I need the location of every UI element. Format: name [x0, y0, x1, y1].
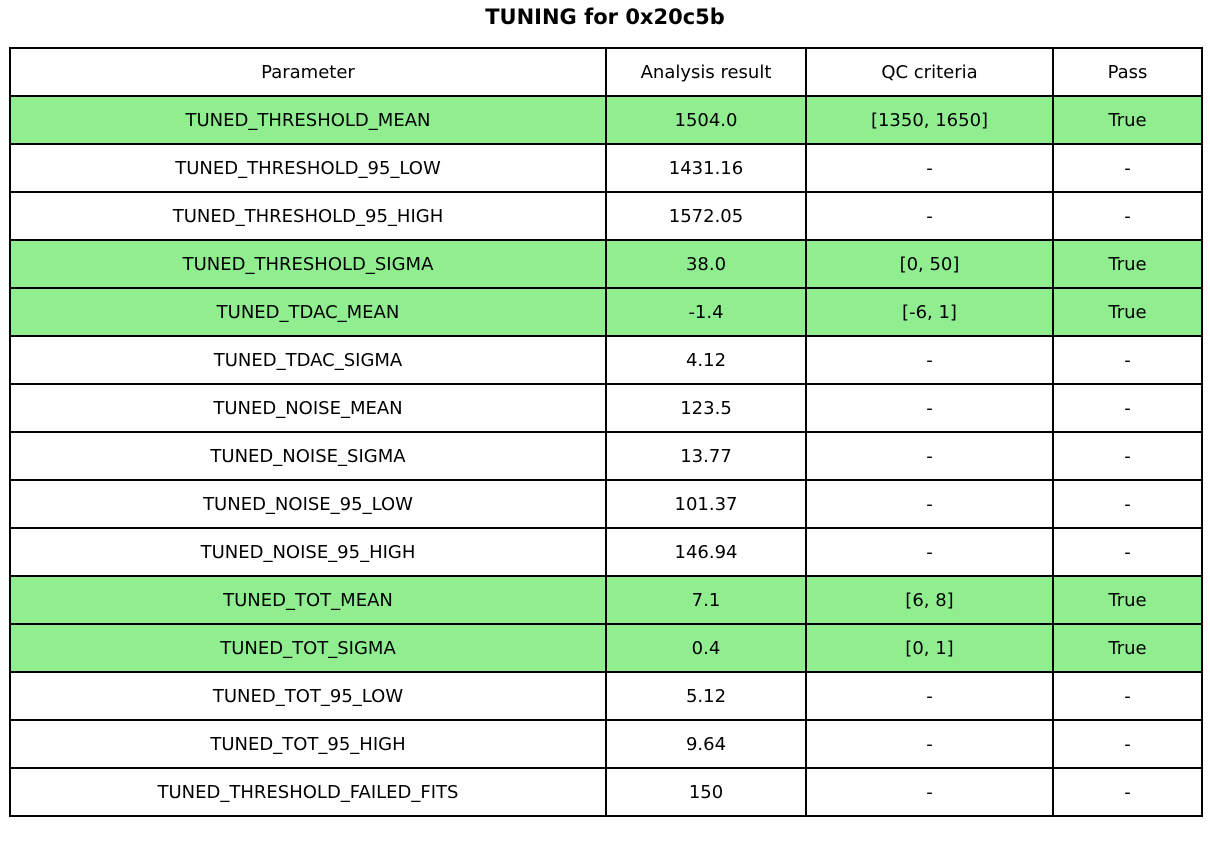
table-row: TUNED_NOISE_SIGMA 13.77 - - — [9, 431, 1203, 481]
column-header-analysis-result: Analysis result — [605, 47, 807, 97]
pass-cell: True — [1052, 239, 1203, 289]
table-row: TUNED_THRESHOLD_95_HIGH 1572.05 - - — [9, 191, 1203, 241]
analysis-result-cell: 38.0 — [605, 239, 807, 289]
parameter-cell: TUNED_TDAC_SIGMA — [9, 335, 607, 385]
qc-criteria-cell: [-6, 1] — [805, 287, 1054, 337]
table-header: Parameter Analysis result QC criteria Pa… — [9, 47, 1203, 97]
pass-cell: True — [1052, 575, 1203, 625]
qc-criteria-cell: - — [805, 671, 1054, 721]
parameter-cell: TUNED_TOT_95_HIGH — [9, 719, 607, 769]
table-header-row: Parameter Analysis result QC criteria Pa… — [9, 47, 1203, 97]
parameter-cell: TUNED_THRESHOLD_FAILED_FITS — [9, 767, 607, 817]
analysis-result-cell: 5.12 — [605, 671, 807, 721]
parameter-cell: TUNED_TDAC_MEAN — [9, 287, 607, 337]
table-row: TUNED_NOISE_95_HIGH 146.94 - - — [9, 527, 1203, 577]
table-row: TUNED_TDAC_SIGMA 4.12 - - — [9, 335, 1203, 385]
qc-criteria-cell: - — [805, 527, 1054, 577]
pass-cell: - — [1052, 671, 1203, 721]
pass-cell: - — [1052, 527, 1203, 577]
qc-criteria-cell: - — [805, 767, 1054, 817]
qc-criteria-cell: - — [805, 191, 1054, 241]
table-row: TUNED_TOT_95_LOW 5.12 - - — [9, 671, 1203, 721]
table-row: TUNED_THRESHOLD_FAILED_FITS 150 - - — [9, 767, 1203, 817]
table-row: TUNED_NOISE_MEAN 123.5 - - — [9, 383, 1203, 433]
parameter-cell: TUNED_THRESHOLD_95_HIGH — [9, 191, 607, 241]
parameter-cell: TUNED_NOISE_SIGMA — [9, 431, 607, 481]
pass-cell: True — [1052, 95, 1203, 145]
analysis-result-cell: 150 — [605, 767, 807, 817]
analysis-result-cell: 9.64 — [605, 719, 807, 769]
pass-cell: True — [1052, 623, 1203, 673]
qc-criteria-cell: - — [805, 479, 1054, 529]
table-row: TUNED_NOISE_95_LOW 101.37 - - — [9, 479, 1203, 529]
qc-criteria-cell: - — [805, 719, 1054, 769]
pass-cell: - — [1052, 335, 1203, 385]
qc-criteria-cell: - — [805, 383, 1054, 433]
qc-criteria-cell: [1350, 1650] — [805, 95, 1054, 145]
pass-cell: - — [1052, 191, 1203, 241]
table-row: TUNED_TOT_MEAN 7.1 [6, 8] True — [9, 575, 1203, 625]
analysis-result-cell: -1.4 — [605, 287, 807, 337]
qc-criteria-cell: - — [805, 143, 1054, 193]
parameter-cell: TUNED_NOISE_95_LOW — [9, 479, 607, 529]
qc-criteria-cell: - — [805, 431, 1054, 481]
parameter-cell: TUNED_THRESHOLD_SIGMA — [9, 239, 607, 289]
qc-results-table: Parameter Analysis result QC criteria Pa… — [9, 47, 1203, 817]
table-row: TUNED_TOT_SIGMA 0.4 [0, 1] True — [9, 623, 1203, 673]
column-header-qc-criteria: QC criteria — [805, 47, 1054, 97]
parameter-cell: TUNED_TOT_MEAN — [9, 575, 607, 625]
parameter-cell: TUNED_TOT_SIGMA — [9, 623, 607, 673]
analysis-result-cell: 7.1 — [605, 575, 807, 625]
parameter-cell: TUNED_THRESHOLD_MEAN — [9, 95, 607, 145]
qc-criteria-cell: [6, 8] — [805, 575, 1054, 625]
parameter-cell: TUNED_THRESHOLD_95_LOW — [9, 143, 607, 193]
table-row: TUNED_THRESHOLD_MEAN 1504.0 [1350, 1650]… — [9, 95, 1203, 145]
pass-cell: - — [1052, 719, 1203, 769]
column-header-parameter: Parameter — [9, 47, 607, 97]
page-title: TUNING for 0x20c5b — [485, 5, 725, 29]
parameter-cell: TUNED_NOISE_95_HIGH — [9, 527, 607, 577]
parameter-cell: TUNED_TOT_95_LOW — [9, 671, 607, 721]
analysis-result-cell: 123.5 — [605, 383, 807, 433]
analysis-result-cell: 101.37 — [605, 479, 807, 529]
analysis-result-cell: 1572.05 — [605, 191, 807, 241]
qc-criteria-cell: - — [805, 335, 1054, 385]
pass-cell: - — [1052, 767, 1203, 817]
pass-cell: - — [1052, 431, 1203, 481]
table-row: TUNED_THRESHOLD_SIGMA 38.0 [0, 50] True — [9, 239, 1203, 289]
pass-cell: True — [1052, 287, 1203, 337]
pass-cell: - — [1052, 383, 1203, 433]
table-body: TUNED_THRESHOLD_MEAN 1504.0 [1350, 1650]… — [9, 95, 1203, 817]
analysis-result-cell: 4.12 — [605, 335, 807, 385]
table-row: TUNED_TDAC_MEAN -1.4 [-6, 1] True — [9, 287, 1203, 337]
pass-cell: - — [1052, 479, 1203, 529]
analysis-result-cell: 0.4 — [605, 623, 807, 673]
parameter-cell: TUNED_NOISE_MEAN — [9, 383, 607, 433]
analysis-result-cell: 1431.16 — [605, 143, 807, 193]
column-header-pass: Pass — [1052, 47, 1203, 97]
qc-criteria-cell: [0, 1] — [805, 623, 1054, 673]
pass-cell: - — [1052, 143, 1203, 193]
analysis-result-cell: 13.77 — [605, 431, 807, 481]
table-row: TUNED_THRESHOLD_95_LOW 1431.16 - - — [9, 143, 1203, 193]
qc-criteria-cell: [0, 50] — [805, 239, 1054, 289]
analysis-result-cell: 146.94 — [605, 527, 807, 577]
analysis-result-cell: 1504.0 — [605, 95, 807, 145]
table-row: TUNED_TOT_95_HIGH 9.64 - - — [9, 719, 1203, 769]
